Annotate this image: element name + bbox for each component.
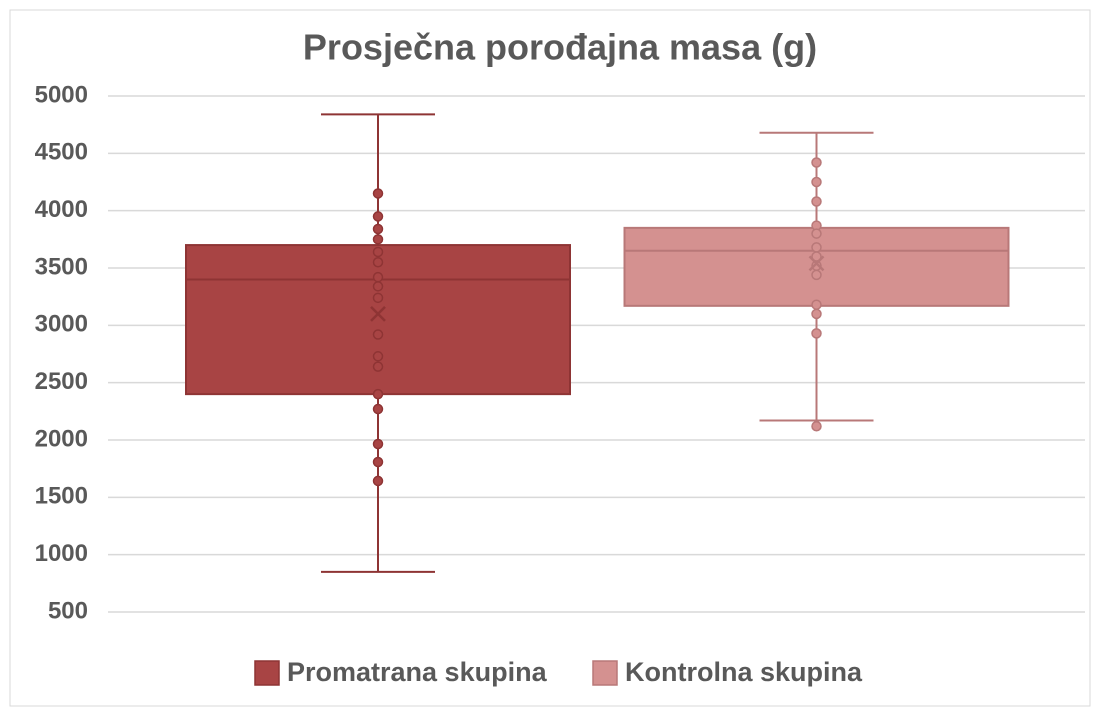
data-point: [372, 211, 384, 222]
data-point: [372, 257, 384, 268]
data-point: [811, 299, 822, 310]
data-point: [372, 281, 384, 292]
y-tick-label: 5000: [35, 81, 88, 108]
y-tick-label: 3500: [35, 253, 88, 280]
y-tick-label: 4500: [35, 139, 88, 166]
data-point: [811, 157, 822, 168]
data-point: [372, 351, 384, 362]
data-point: [372, 234, 384, 245]
chart-title: Prosječna porođajna masa (g): [303, 27, 817, 68]
y-tick-label: 500: [48, 597, 88, 624]
y-tick-label: 2500: [35, 368, 88, 395]
legend-swatch: [592, 660, 618, 686]
y-tick-label: 1000: [35, 540, 88, 567]
legend-swatch: [254, 660, 280, 686]
y-tick-label: 4000: [35, 196, 88, 223]
data-point: [372, 271, 384, 283]
data-point: [372, 475, 384, 487]
data-point: [811, 242, 822, 253]
data-point: [372, 188, 384, 199]
data-point: [372, 361, 384, 372]
data-point: [372, 246, 384, 258]
data-point: [372, 456, 384, 468]
legend-label: Kontrolna skupina: [625, 657, 863, 687]
data-point: [811, 308, 822, 320]
data-point: [811, 328, 822, 339]
data-point: [372, 223, 384, 235]
data-point: [811, 420, 822, 432]
data-point: [811, 269, 822, 281]
y-tick-label: 2000: [35, 425, 88, 452]
mean-marker: [808, 255, 825, 272]
y-tick-label: 1500: [35, 483, 88, 510]
y-tick-label: 3000: [35, 311, 88, 338]
data-point: [372, 438, 384, 450]
data-point: [372, 329, 384, 340]
data-point: [811, 176, 822, 188]
data-point: [811, 228, 822, 239]
mean-marker: [370, 305, 386, 322]
data-point: [372, 403, 384, 415]
legend-label: Promatrana skupina: [287, 657, 548, 687]
data-point: [372, 388, 384, 400]
data-point: [372, 292, 384, 304]
data-point: [811, 196, 822, 207]
